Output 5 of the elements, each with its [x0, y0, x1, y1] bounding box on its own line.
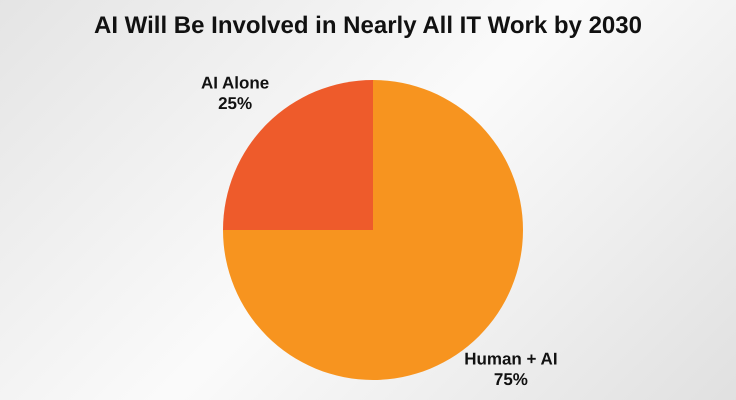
slice-label: AI Alone — [200, 74, 270, 93]
data-label: 25% — [218, 94, 252, 114]
data-label: 75% — [494, 370, 528, 389]
slice-label: Human + AI — [464, 349, 558, 368]
chart-title: AI Will Be Involved in Nearly All IT Work by 2030 — [93, 12, 643, 40]
